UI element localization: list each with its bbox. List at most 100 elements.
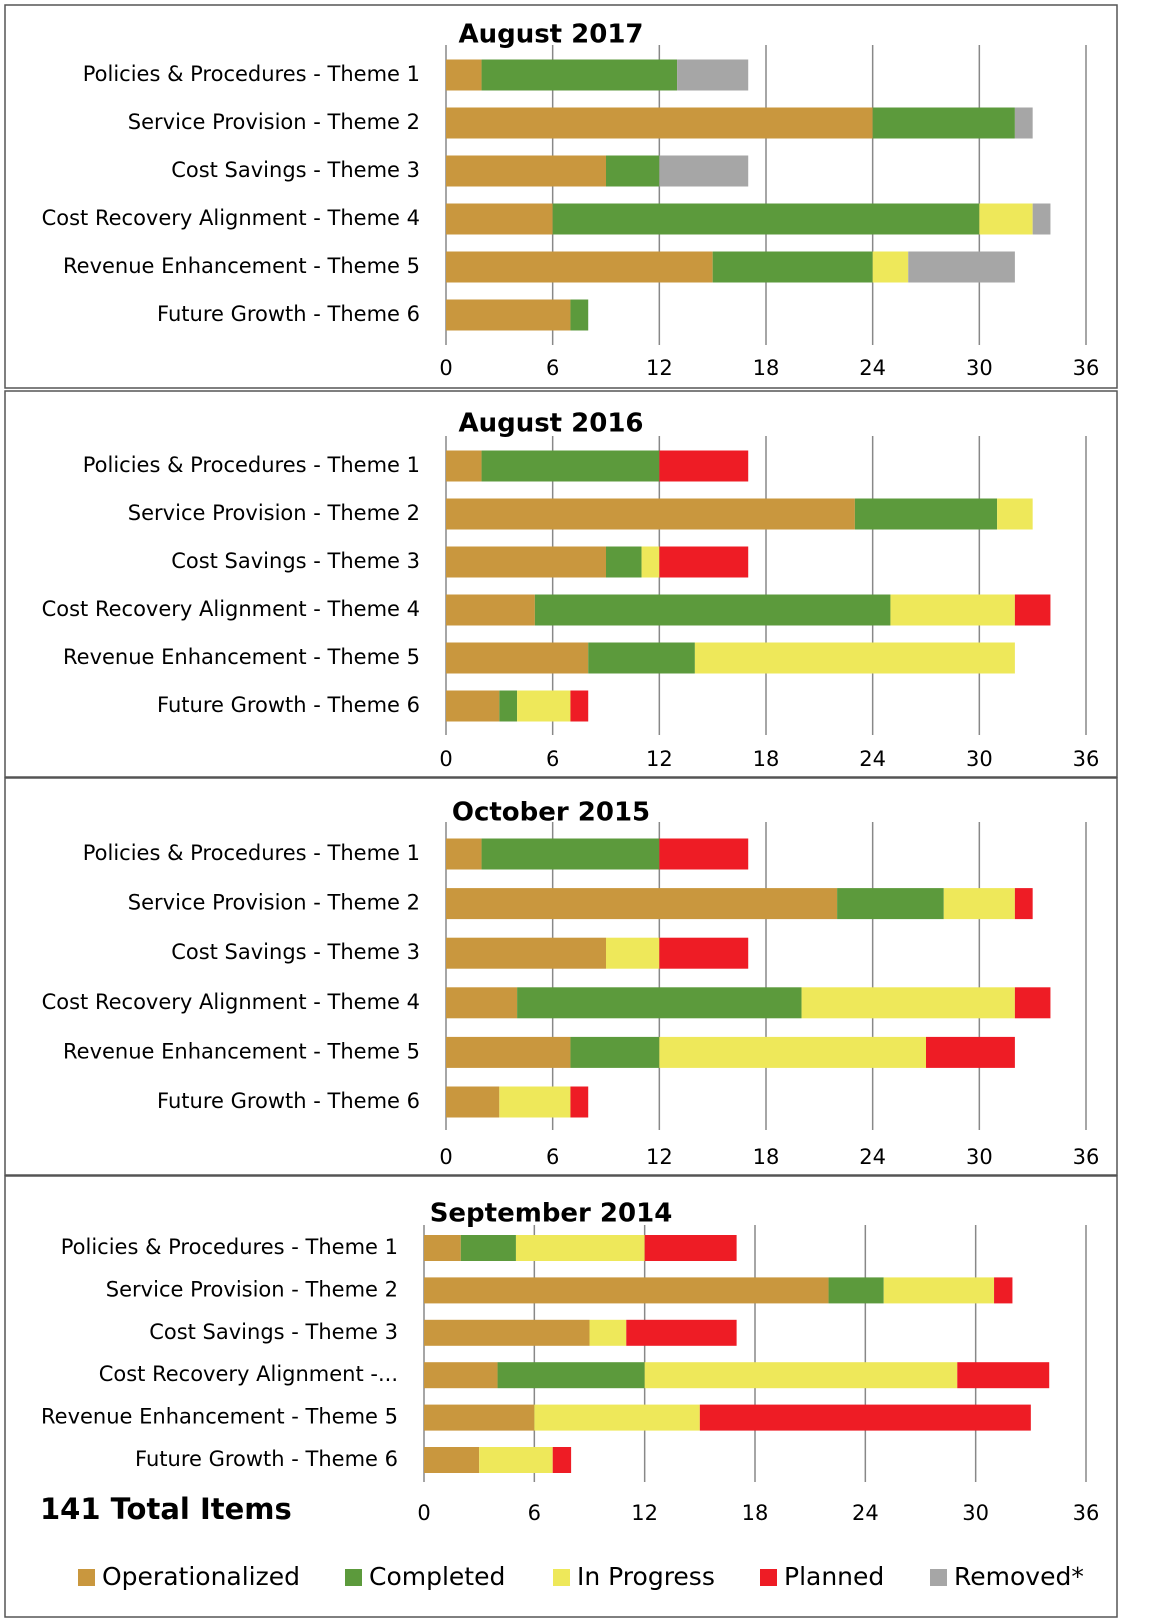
bar-segment <box>446 690 500 722</box>
bar-segment <box>1014 987 1051 1019</box>
bar-segment <box>446 107 873 139</box>
x-tick-label: 36 <box>1073 1501 1100 1525</box>
bar-segment <box>659 155 749 187</box>
bar-segment <box>446 155 606 187</box>
bar-segment <box>424 1319 590 1346</box>
category-label: Cost Savings - Theme 3 <box>171 158 420 182</box>
panel-border <box>4 1175 1118 1618</box>
bar-segment <box>837 888 944 920</box>
bar-segment <box>828 1277 884 1304</box>
bar-segment <box>446 987 518 1019</box>
bar-segment <box>872 251 909 283</box>
panel-border <box>4 390 1118 778</box>
x-tick-label: 6 <box>546 747 559 771</box>
bar-segment <box>854 498 998 530</box>
x-tick-label: 24 <box>859 356 886 380</box>
bar-segment <box>515 1235 645 1261</box>
bar-segment <box>446 888 838 920</box>
bar-segment <box>606 546 642 578</box>
chart-title: October 2015 <box>452 798 650 828</box>
bar-segment <box>479 1447 553 1473</box>
x-tick-label: 12 <box>631 1501 658 1525</box>
bar-segment <box>446 1036 571 1068</box>
bar-segment <box>424 1362 498 1389</box>
category-label: Cost Recovery Alignment - Theme 4 <box>42 206 420 230</box>
x-tick-label: 30 <box>966 356 993 380</box>
bar-segment <box>552 203 980 235</box>
x-tick-label: 6 <box>546 1145 559 1169</box>
bar-segment <box>570 690 589 722</box>
bar-segment <box>801 987 1015 1019</box>
bar-segment <box>677 59 749 91</box>
bar-segment <box>446 59 482 91</box>
bar-segment <box>659 1036 926 1068</box>
bar-segment <box>659 546 749 578</box>
x-tick-label: 30 <box>966 1145 993 1169</box>
bar-segment <box>446 1086 500 1118</box>
x-tick-label: 6 <box>528 1501 541 1525</box>
legend-label: Planned <box>784 1562 884 1591</box>
category-label: Future Growth - Theme 6 <box>157 693 420 717</box>
x-tick-label: 12 <box>646 1145 673 1169</box>
category-label: Policies & Procedures - Theme 1 <box>83 453 420 477</box>
bar-segment <box>517 690 571 722</box>
bar-segment <box>446 838 482 870</box>
bar-segment <box>534 1404 700 1431</box>
panel-border <box>4 4 1118 389</box>
legend-swatch <box>930 1569 947 1586</box>
category-label: Future Growth - Theme 6 <box>135 1447 398 1471</box>
category-label: Service Provision - Theme 2 <box>128 891 420 915</box>
legend-label: Operationalized <box>102 1562 300 1591</box>
x-tick-label: 18 <box>753 356 780 380</box>
bar-segment <box>570 1036 660 1068</box>
bar-segment <box>446 594 535 626</box>
bar-segment <box>534 594 891 626</box>
bar-segment <box>552 1447 572 1473</box>
bar-segment <box>626 1319 737 1346</box>
bar-segment <box>1014 594 1051 626</box>
category-label: Service Provision - Theme 2 <box>106 1277 398 1301</box>
bar-segment <box>499 1086 571 1118</box>
category-label: Cost Savings - Theme 3 <box>149 1320 398 1344</box>
bar-segment <box>979 203 1033 235</box>
category-label: Cost Recovery Alignment - Theme 4 <box>42 990 420 1014</box>
category-label: Policies & Procedures - Theme 1 <box>61 1235 398 1259</box>
x-tick-label: 0 <box>439 747 452 771</box>
bar-segment <box>997 498 1033 530</box>
bar-segment <box>570 299 589 331</box>
category-label: Service Provision - Theme 2 <box>128 501 420 525</box>
category-label: Revenue Enhancement - Theme 5 <box>63 1039 420 1063</box>
bar-segment <box>446 203 553 235</box>
legend-swatch <box>553 1569 570 1586</box>
x-tick-label: 36 <box>1073 356 1100 380</box>
x-tick-label: 24 <box>852 1501 879 1525</box>
bar-segment <box>712 251 873 283</box>
bar-segment <box>517 987 802 1019</box>
bar-segment <box>424 1277 829 1304</box>
bar-segment <box>460 1235 516 1261</box>
category-label: Cost Recovery Alignment - Theme 4 <box>42 597 420 621</box>
bar-segment <box>943 888 1015 920</box>
legend-label: Removed* <box>954 1562 1084 1591</box>
bar-segment <box>499 690 518 722</box>
category-label: Policies & Procedures - Theme 1 <box>83 841 420 865</box>
x-tick-label: 18 <box>742 1501 769 1525</box>
bar-segment <box>1032 203 1051 235</box>
category-label: Service Provision - Theme 2 <box>128 110 420 134</box>
bar-segment <box>1014 888 1033 920</box>
x-tick-label: 24 <box>859 747 886 771</box>
x-tick-label: 12 <box>646 356 673 380</box>
bar-segment <box>481 59 678 91</box>
bar-segment <box>481 838 660 870</box>
bar-segment <box>589 1319 627 1346</box>
bar-segment <box>446 937 606 969</box>
total-label: 141 Total Items <box>40 1492 292 1526</box>
bar-segment <box>446 450 482 482</box>
bar-segment <box>424 1404 535 1431</box>
x-tick-label: 0 <box>439 1145 452 1169</box>
bar-segment <box>883 1277 995 1304</box>
x-tick-label: 24 <box>859 1145 886 1169</box>
x-tick-label: 0 <box>439 356 452 380</box>
bar-segment <box>890 594 1015 626</box>
